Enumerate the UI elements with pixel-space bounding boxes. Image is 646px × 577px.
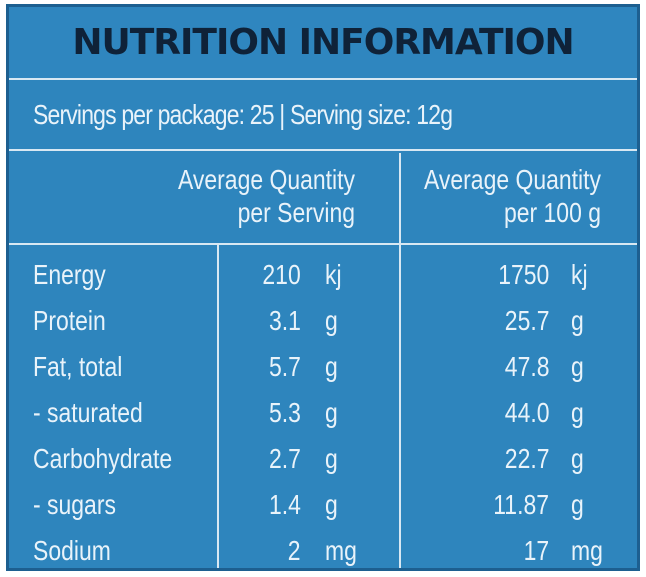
per100-unit: g — [571, 305, 584, 336]
serving-unit: g — [325, 305, 338, 336]
servings-info: Servings per package: 25 | Serving size:… — [9, 80, 637, 151]
nutrient-name: Protein — [33, 305, 106, 336]
serving-unit: g — [325, 397, 338, 428]
table-row: Sodium 2 mg 17 mg — [9, 528, 637, 568]
per100-unit: mg — [571, 535, 603, 566]
panel-title: NUTRITION INFORMATION — [9, 7, 637, 80]
per100-value: 47.8 — [504, 351, 549, 382]
header-divider — [9, 243, 637, 245]
header-per-100g: Average Quantity per 100 g — [379, 163, 601, 229]
nutrient-name: - sugars — [33, 489, 116, 520]
per100-value: 44.0 — [504, 397, 549, 428]
header-per-serving-line1: Average Quantity — [178, 164, 355, 195]
column-divider-left — [217, 245, 219, 568]
serving-value: 5.7 — [269, 351, 301, 382]
header-per-100g-line1: Average Quantity — [424, 164, 601, 195]
nutrition-panel: NUTRITION INFORMATION Servings per packa… — [6, 4, 640, 571]
per100-unit: g — [571, 489, 584, 520]
header-per-serving-line2: per Serving — [237, 197, 355, 228]
table-row: Fat, total 5.7 g 47.8 g — [9, 344, 637, 390]
per100-unit: kj — [571, 259, 588, 290]
serving-value: 2.7 — [269, 443, 301, 474]
header-per-100g-line2: per 100 g — [503, 197, 601, 228]
table-row: - saturated 5.3 g 44.0 g — [9, 390, 637, 436]
per100-unit: g — [571, 351, 584, 382]
nutrient-name: Fat, total — [33, 351, 123, 382]
table-row: Energy 210 kj 1750 kj — [9, 252, 637, 298]
table-row: Protein 3.1 g 25.7 g — [9, 298, 637, 344]
serving-unit: mg — [325, 535, 357, 566]
servings-text: Servings per package: 25 | Serving size:… — [33, 98, 453, 130]
serving-value: 3.1 — [269, 305, 301, 336]
per100-value: 11.87 — [493, 489, 549, 520]
serving-value: 1.4 — [269, 489, 301, 520]
serving-unit: kj — [325, 259, 342, 290]
serving-unit: g — [325, 489, 338, 520]
nutrient-name: Carbohydrate — [33, 443, 173, 474]
per100-value: 17 — [523, 535, 549, 566]
table-row: Carbohydrate 2.7 g 22.7 g — [9, 436, 637, 482]
column-divider-right — [399, 153, 401, 568]
nutrient-name: Energy — [33, 259, 106, 290]
serving-value: 5.3 — [269, 397, 301, 428]
serving-unit: g — [325, 443, 338, 474]
serving-value: 210 — [262, 259, 301, 290]
per100-value: 25.7 — [504, 305, 549, 336]
per100-value: 22.7 — [504, 443, 549, 474]
per100-unit: g — [571, 397, 584, 428]
header-per-serving: Average Quantity per Serving — [129, 163, 355, 229]
nutrient-name: Sodium — [33, 535, 111, 566]
serving-value: 2 — [288, 535, 301, 566]
serving-unit: g — [325, 351, 338, 382]
table-row: - sugars 1.4 g 11.87 g — [9, 482, 637, 528]
per100-value: 1750 — [497, 259, 549, 290]
nutrient-name: - saturated — [33, 397, 143, 428]
per100-unit: g — [571, 443, 584, 474]
